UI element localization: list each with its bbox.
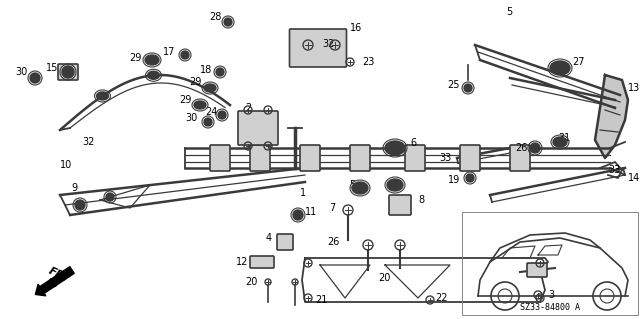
Text: 3: 3 [548,290,554,300]
Text: 33: 33 [608,165,620,175]
Text: FR.: FR. [47,266,70,284]
Ellipse shape [352,182,368,194]
Ellipse shape [204,84,216,92]
FancyBboxPatch shape [238,111,278,145]
Text: 8: 8 [418,195,424,205]
Ellipse shape [553,137,567,147]
Text: 29: 29 [130,53,142,63]
Ellipse shape [387,179,403,191]
Circle shape [224,18,232,26]
Text: 6: 6 [410,138,416,148]
Text: 10: 10 [60,160,72,170]
Text: 29: 29 [180,95,192,105]
Text: SZ33-84800 A: SZ33-84800 A [520,303,580,312]
FancyBboxPatch shape [510,145,530,171]
FancyBboxPatch shape [389,195,411,215]
Circle shape [293,210,303,220]
Text: 16: 16 [350,23,362,33]
FancyBboxPatch shape [460,145,480,171]
Ellipse shape [145,55,159,65]
FancyBboxPatch shape [350,145,370,171]
Text: 30: 30 [186,113,198,123]
Circle shape [464,84,472,92]
Text: 9: 9 [72,183,78,193]
FancyBboxPatch shape [58,64,78,80]
Text: 24: 24 [205,107,218,117]
Text: 5: 5 [349,180,355,190]
Circle shape [106,193,114,201]
Circle shape [30,73,40,83]
Text: 14: 14 [628,173,640,183]
Text: 29: 29 [189,77,202,87]
Ellipse shape [194,101,206,109]
FancyBboxPatch shape [289,29,346,67]
Text: 2: 2 [246,103,252,113]
Text: 15: 15 [45,63,58,73]
Ellipse shape [550,61,570,75]
Text: 5: 5 [506,7,512,17]
FancyBboxPatch shape [277,234,293,250]
Text: 7: 7 [329,203,335,213]
Text: 19: 19 [448,175,460,185]
Text: 23: 23 [362,57,374,67]
FancyBboxPatch shape [250,145,270,171]
Text: 30: 30 [16,67,28,77]
Text: 33: 33 [440,153,452,163]
FancyBboxPatch shape [250,256,274,268]
Text: 21: 21 [315,295,328,305]
Ellipse shape [147,71,159,79]
Circle shape [181,51,189,59]
FancyBboxPatch shape [527,263,547,277]
Text: 12: 12 [236,257,248,267]
Circle shape [466,174,474,182]
Text: 11: 11 [305,207,317,217]
Circle shape [216,68,224,76]
Circle shape [62,66,74,78]
Circle shape [530,143,540,153]
FancyBboxPatch shape [405,145,425,171]
Text: 27: 27 [572,57,584,67]
FancyBboxPatch shape [300,145,320,171]
Circle shape [204,118,212,126]
Text: 18: 18 [200,65,212,75]
Ellipse shape [385,141,405,155]
Text: 31: 31 [558,133,570,143]
Text: 13: 13 [628,83,640,93]
Text: 32: 32 [83,137,95,147]
Text: 4: 4 [266,233,272,243]
Polygon shape [595,75,628,158]
Circle shape [218,111,226,119]
Text: 26: 26 [328,237,340,247]
Ellipse shape [97,92,109,100]
Text: 28: 28 [210,12,222,22]
FancyBboxPatch shape [210,145,230,171]
Text: 17: 17 [163,47,175,57]
FancyArrow shape [35,267,74,296]
Text: 1: 1 [300,188,306,198]
Text: 22: 22 [435,293,447,303]
Text: 26: 26 [516,143,528,153]
Text: 32: 32 [322,39,334,49]
Text: 20: 20 [378,273,390,283]
Text: 25: 25 [447,80,460,90]
Circle shape [75,200,85,210]
Text: 20: 20 [246,277,258,287]
